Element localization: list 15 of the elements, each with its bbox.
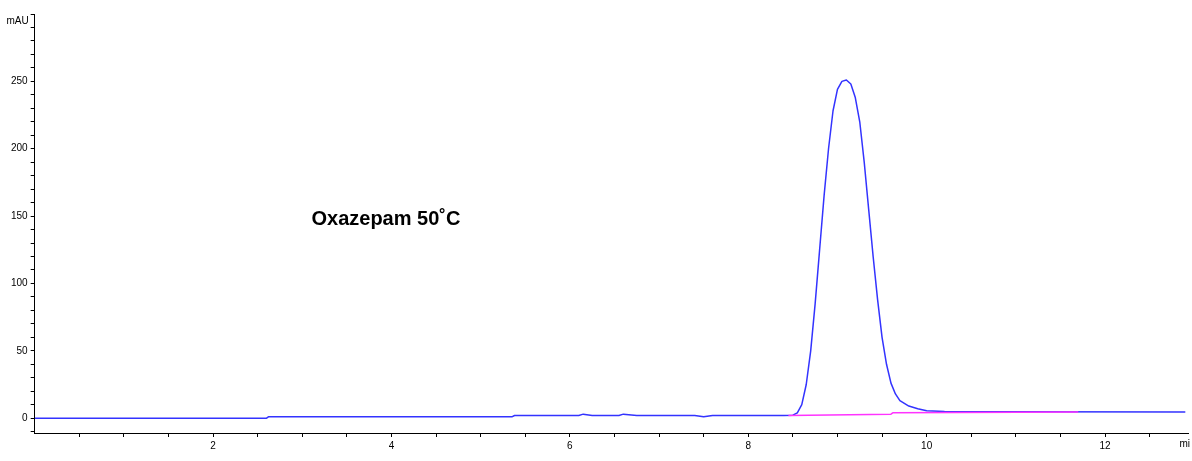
x-tick-label: 8	[745, 439, 752, 451]
y-tick-label: 0	[22, 411, 29, 423]
y-axis-title: mAU	[6, 14, 29, 26]
x-axis-title: mi	[1179, 437, 1190, 449]
x-tick-label: 12	[1099, 439, 1112, 451]
y-tick-label: 150	[11, 209, 29, 221]
annotation: Oxazepam 50˚C	[311, 206, 461, 229]
x-tick-label: 2	[210, 439, 217, 451]
x-tick-label: 10	[921, 439, 933, 451]
y-tick-label: 100	[11, 277, 29, 289]
y-tick-label: 50	[16, 344, 29, 356]
x-tick-label: 4	[388, 439, 395, 451]
x-tick-label: 6	[567, 439, 574, 451]
y-tick-label: 200	[11, 142, 29, 154]
y-tick-label: 250	[11, 75, 29, 87]
